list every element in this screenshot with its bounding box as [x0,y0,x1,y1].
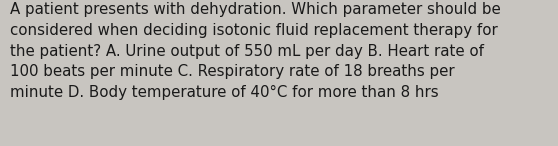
Text: A patient presents with dehydration. Which parameter should be
considered when d: A patient presents with dehydration. Whi… [10,2,501,100]
